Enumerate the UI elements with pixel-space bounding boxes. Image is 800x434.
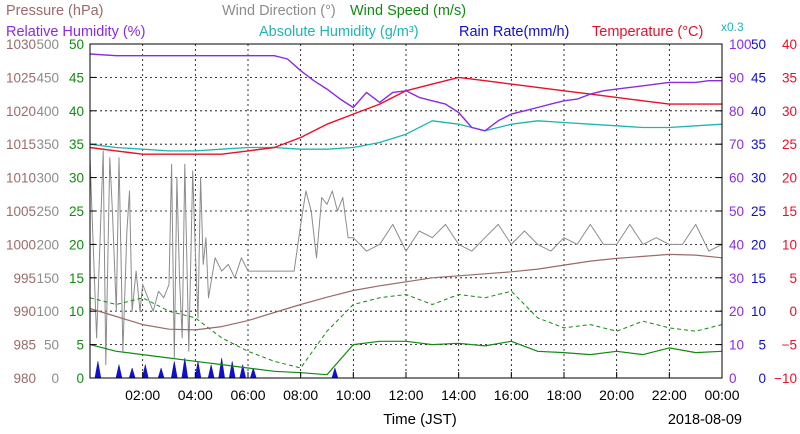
- tick-label-temperature: 10: [782, 237, 797, 252]
- tick-label-pressure: 995: [13, 271, 36, 286]
- tick-label-temperature: 25: [782, 137, 797, 152]
- tick-label-wind-dir: 200: [36, 237, 59, 252]
- tick-label-pressure: 1010: [6, 171, 36, 186]
- series-absolute-humidity: [89, 120, 723, 152]
- tick-label-wind-speed: 35: [69, 137, 84, 152]
- tick-label-humidity: 80: [729, 104, 744, 119]
- tick-label-pressure: 985: [13, 338, 36, 353]
- tick-label-wind-speed: 20: [69, 237, 84, 252]
- tick-label-wind-speed: 10: [69, 304, 84, 319]
- tick-label-pressure: 1000: [6, 237, 36, 252]
- tick-label-humidity: 100: [729, 37, 752, 52]
- tick-label-temperature: 30: [782, 104, 797, 119]
- series-pressure: [89, 253, 723, 331]
- tick-label-wind-dir: 150: [36, 271, 59, 286]
- tick-label-rain: 40: [751, 104, 766, 119]
- legend-abs-hum: Absolute Humidity (g/m³): [259, 24, 419, 40]
- tick-label-humidity: 70: [729, 137, 744, 152]
- tick-label-wind-speed: 5: [76, 338, 84, 353]
- tick-label-temperature: 15: [782, 204, 797, 219]
- tick-label-humidity: 50: [729, 204, 744, 219]
- tick-label-pressure: 1020: [6, 104, 36, 119]
- tick-label-x: 10:00: [336, 387, 371, 403]
- tick-label-pressure: 990: [13, 304, 36, 319]
- tick-label-rain: 25: [751, 204, 766, 219]
- series-relative-humidity: [89, 53, 722, 132]
- tick-label-humidity: 40: [729, 237, 744, 252]
- tick-label-pressure: 1015: [6, 137, 36, 152]
- tick-label-temperature: 5: [789, 271, 797, 286]
- tick-label-wind-dir: 0: [51, 371, 59, 386]
- tick-label-rain: 50: [751, 37, 766, 52]
- tick-label-humidity: 90: [729, 70, 744, 85]
- tick-label-x: 02:00: [125, 387, 160, 403]
- tick-label-rain: 10: [751, 304, 766, 319]
- tick-label-humidity: 60: [729, 171, 744, 186]
- tick-label-humidity: 10: [729, 338, 744, 353]
- tick-label-x: 06:00: [230, 387, 265, 403]
- tick-label-rain: 35: [751, 137, 766, 152]
- tick-label-pressure: 1025: [6, 70, 36, 85]
- tick-label-pressure: 1030: [6, 37, 36, 52]
- tick-label-wind-dir: 50: [44, 338, 59, 353]
- tick-label-wind-speed: 30: [69, 171, 84, 186]
- legend-rain: Rain Rate(mm/h): [459, 24, 569, 40]
- series-wind-speed: [89, 340, 723, 376]
- tick-label-x: 12:00: [388, 387, 423, 403]
- series-wind-speed-gust: [89, 290, 723, 369]
- legend-pressure: Pressure (hPa): [6, 3, 104, 19]
- tick-label-wind-dir: 400: [36, 104, 59, 119]
- x-axis-label: Time (JST): [383, 411, 457, 428]
- tick-label-temperature: −5: [782, 338, 797, 353]
- tick-label-wind-speed: 15: [69, 271, 84, 286]
- tick-label-x: 22:00: [652, 387, 687, 403]
- tick-label-humidity: 30: [729, 271, 744, 286]
- tick-label-x: 14:00: [441, 387, 476, 403]
- tick-label-pressure: 980: [13, 371, 36, 386]
- tick-label-temperature: 35: [782, 70, 797, 85]
- tick-label-temperature: 0: [789, 304, 797, 319]
- tick-label-wind-dir: 300: [36, 171, 59, 186]
- tick-label-x: 18:00: [546, 387, 581, 403]
- tick-label-humidity: 0: [729, 371, 737, 386]
- legend-temp: Temperature (°C): [592, 24, 703, 40]
- chart-axes: 1030102510201015101010051000995990985980…: [6, 37, 797, 428]
- tick-label-rain: 0: [758, 371, 766, 386]
- tick-label-wind-speed: 50: [69, 37, 84, 52]
- tick-label-rain: 30: [751, 171, 766, 186]
- legend-wind-speed: Wind Speed (m/s): [350, 3, 466, 19]
- tick-label-wind-dir: 500: [36, 37, 59, 52]
- tick-label-temperature: 40: [782, 37, 797, 52]
- tick-label-wind-dir: 250: [36, 204, 59, 219]
- tick-label-x: 08:00: [283, 387, 318, 403]
- tick-label-rain: 15: [751, 271, 766, 286]
- chart-date: 2018-08-09: [668, 412, 742, 428]
- legend-abs-hum-scale: x0.3: [721, 20, 744, 34]
- tick-label-x: 00:00: [704, 387, 739, 403]
- tick-label-wind-dir: 100: [36, 304, 59, 319]
- tick-label-rain: 5: [758, 338, 766, 353]
- tick-label-x: 04:00: [178, 387, 213, 403]
- tick-label-wind-speed: 0: [76, 371, 84, 386]
- tick-label-wind-speed: 25: [69, 204, 84, 219]
- tick-label-humidity: 20: [729, 304, 744, 319]
- tick-label-wind-speed: 45: [69, 70, 84, 85]
- tick-label-wind-dir: 450: [36, 70, 59, 85]
- legend-rel-hum: Relative Humidity (%): [6, 24, 145, 40]
- tick-label-x: 20:00: [599, 387, 634, 403]
- tick-label-pressure: 1005: [6, 204, 36, 219]
- series-wind-direction: [89, 150, 723, 366]
- chart-legend: Pressure (hPa) Wind Direction (°) Wind Spe…: [6, 3, 744, 40]
- tick-label-temperature: 20: [782, 171, 797, 186]
- chart-grid: [90, 44, 722, 378]
- tick-label-temperature: −10: [774, 371, 797, 386]
- tick-label-rain: 45: [751, 70, 766, 85]
- tick-label-rain: 20: [751, 237, 766, 252]
- tick-label-wind-dir: 350: [36, 137, 59, 152]
- legend-wind-dir: Wind Direction (°): [222, 3, 336, 19]
- tick-label-x: 16:00: [494, 387, 529, 403]
- tick-label-wind-speed: 40: [69, 104, 84, 119]
